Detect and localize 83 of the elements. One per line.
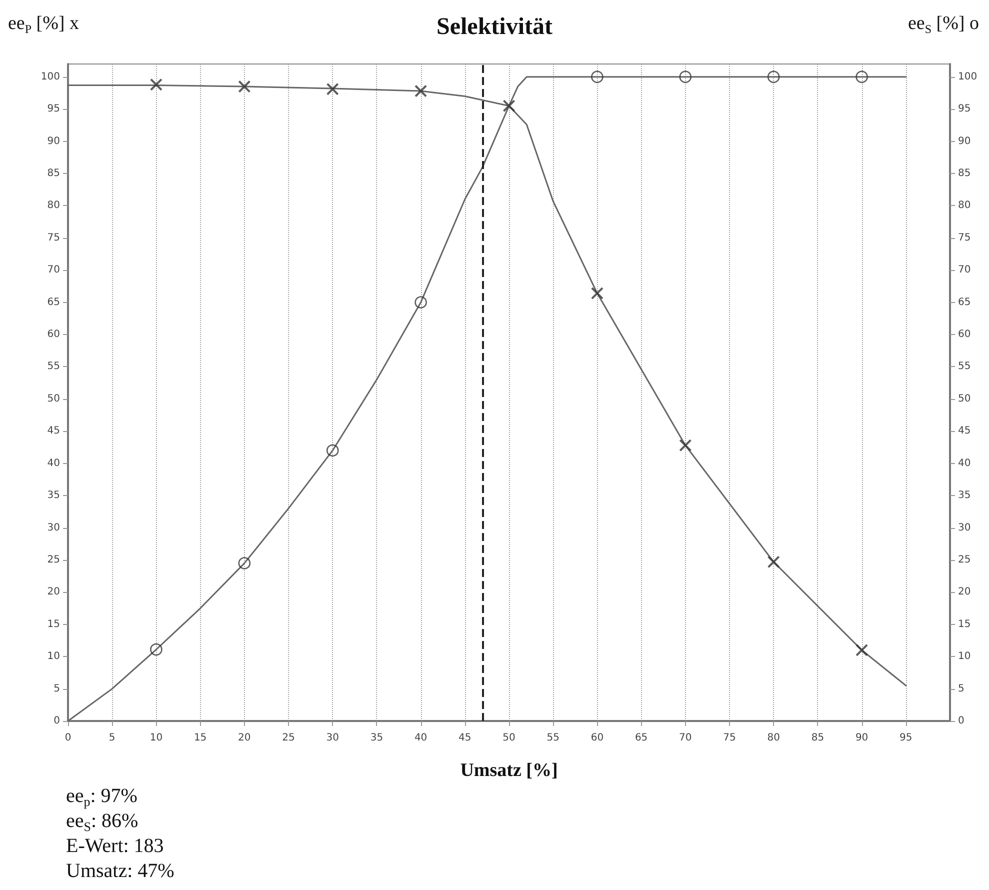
point [679,439,692,452]
x-tick-label: 40 [414,732,428,744]
y-tick-label: 20 [47,586,60,598]
text: Umsatz: 47% [66,860,174,882]
y2-tick-label: 50 [958,393,971,404]
x-tick-label: 20 [238,732,251,744]
y-tick-label: 70 [47,264,60,276]
chart-title: Selektivität [436,14,552,40]
x-tick-label: 90 [855,732,868,744]
y-tick-label: 40 [47,458,60,469]
y-tick-label: 65 [47,296,60,308]
x-tick-label: 30 [326,732,339,744]
y2-tick-label: 10 [958,651,971,662]
point [768,556,780,568]
x-tick-label: 60 [590,732,604,744]
y2-tick-label: 35 [958,490,971,502]
x-tick-label: 5 [108,732,116,744]
x-tick-label: 50 [502,732,516,744]
y-tick-label: 80 [47,200,60,212]
y2-tick-label: 0 [958,716,964,726]
y-tick-label: 5 [54,683,60,694]
y-tick-label: 60 [47,329,60,340]
point [856,644,868,656]
y-tick-label: 35 [47,490,60,502]
y-tick-label: 100 [40,71,60,82]
x-tick-label: 15 [194,732,207,744]
x-tick-label: 65 [634,732,648,744]
point [238,557,251,570]
point [150,643,162,656]
y2-tick-label: 15 [958,618,971,630]
y-tick-label: 15 [47,618,60,630]
x-tick-label: 75 [723,732,736,744]
y2-tick-label: 25 [958,554,971,566]
y-tick-label: 0 [54,716,60,726]
y2-tick-label: 80 [958,200,971,212]
x-tick-label: 45 [458,732,472,744]
y-tick-label: 45 [47,426,60,437]
y-tick-label: 75 [47,232,60,244]
y-tick-label: 50 [47,393,60,404]
y2-tick-label: 95 [958,104,971,115]
x-tick-label: 95 [900,732,912,744]
x-tick-label: 0 [64,732,72,744]
point [679,70,692,84]
y2-tick-label: 55 [958,361,971,372]
x-tick-label: 70 [679,732,692,744]
y-tick-label: 25 [47,554,60,566]
y2-tick-label: 20 [958,586,971,598]
y-tick-label: 10 [47,651,60,662]
point [238,80,250,93]
y-tick-label: 85 [47,168,60,179]
y-tick-label: 90 [47,136,60,147]
point [414,296,427,308]
x-tick-label: 10 [150,732,163,744]
point [591,70,604,84]
point [503,100,515,112]
y-tick-label: 95 [47,104,60,115]
y2-tick-label: 40 [958,458,971,469]
x-tick-label: 35 [370,732,384,744]
x-tick-label: 25 [282,732,295,744]
y2-tick-label: 45 [958,426,971,437]
y2-tick-label: 100 [958,71,978,82]
y2-tick-label: 90 [958,136,971,147]
y2-tick-label: 60 [958,329,971,340]
x-tick-label: 85 [811,732,824,744]
point [591,287,604,300]
point [856,70,868,84]
text: E-Wert: 183 [66,835,164,857]
y2-tick-label: 70 [958,264,971,276]
y-tick-label: 30 [47,522,60,534]
point [767,70,780,84]
y-tick-label: 55 [47,361,60,372]
x-tick-label: 80 [767,732,780,744]
y2-tick-label: 30 [958,522,971,534]
x-axis-title: Umsatz [%] [460,760,558,781]
y2-tick-label: 85 [958,168,971,179]
point [326,83,339,96]
y2-tick-label: 5 [958,683,964,694]
y2-tick-label: 75 [958,232,971,244]
y2-tick-label: 65 [958,296,971,308]
point [326,444,339,457]
point [150,78,162,91]
x-tick-label: 55 [546,732,560,744]
point [414,85,427,98]
